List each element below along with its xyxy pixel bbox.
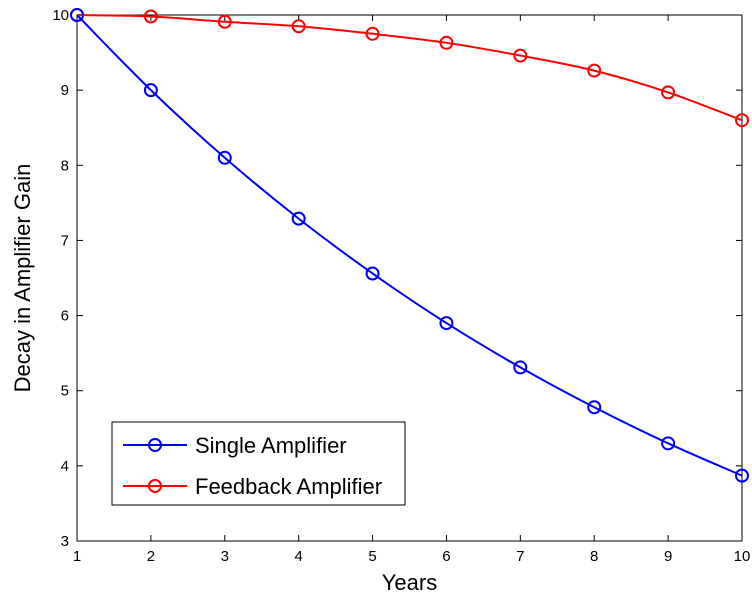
x-tick-label: 5 (368, 548, 376, 565)
x-tick-label: 8 (590, 548, 598, 565)
data-point (439, 35, 454, 50)
x-tick-label: 4 (294, 548, 302, 565)
y-tick-label: 7 (61, 232, 69, 249)
data-point (661, 85, 676, 100)
y-tick-label: 4 (61, 458, 69, 475)
data-point (291, 211, 306, 226)
y-tick-label: 5 (61, 383, 69, 400)
legend: Single Amplifier Feedback Amplifier (111, 421, 406, 506)
x-tick-label: 7 (516, 548, 524, 565)
data-point (365, 266, 380, 281)
x-tick-label: 2 (147, 548, 155, 565)
legend-box (111, 421, 406, 506)
data-point (291, 19, 306, 34)
data-point (143, 9, 158, 24)
series-line (76, 14, 743, 122)
data-point (513, 48, 528, 63)
x-axis: 1 2 3 4 5 6 7 8 9 10 (73, 15, 751, 565)
y-tick-label: 8 (61, 157, 69, 174)
data-point (365, 26, 380, 41)
series-line (76, 14, 743, 477)
data-point (439, 316, 454, 331)
data-point (587, 63, 602, 78)
legend-marker (148, 479, 162, 493)
data-point (217, 150, 232, 165)
x-tick-label: 10 (734, 548, 751, 565)
x-tick-label: 9 (664, 548, 672, 565)
y-axis: 3 4 5 6 7 8 9 10 (52, 7, 742, 550)
data-point (143, 83, 158, 98)
y-axis-title: Decay in Amplifier Gain (10, 164, 35, 393)
legend-label: Single Amplifier (195, 433, 347, 458)
y-tick-label: 9 (61, 82, 69, 99)
data-point (70, 8, 84, 22)
series-layer (70, 8, 749, 483)
y-tick-label: 6 (61, 308, 69, 325)
data-point (513, 360, 528, 375)
data-point (735, 468, 749, 483)
x-axis-title: Years (382, 570, 437, 595)
data-point (587, 400, 602, 415)
legend-label: Feedback Amplifier (195, 474, 382, 499)
data-point (735, 113, 749, 128)
data-point (661, 436, 676, 451)
y-tick-label: 3 (61, 533, 69, 550)
legend-marker (148, 438, 162, 452)
data-point (217, 14, 232, 29)
x-tick-label: 6 (442, 548, 450, 565)
x-tick-label: 1 (73, 548, 81, 565)
y-tick-label: 10 (52, 7, 69, 24)
x-tick-label: 3 (221, 548, 229, 565)
